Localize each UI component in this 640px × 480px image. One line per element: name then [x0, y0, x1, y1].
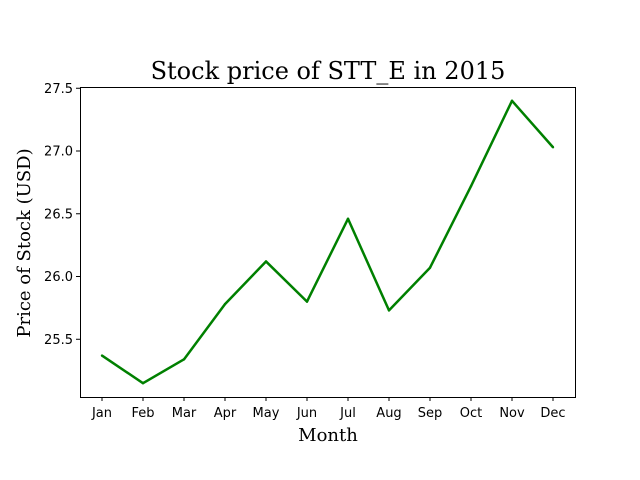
x-axis: Jan Feb Mar Apr May Jun Jul Aug Sep Oct Nov Dec — [91, 397, 566, 421]
series-line — [101, 99, 554, 385]
y-tick-label: 26.5 — [44, 207, 73, 222]
x-tick-label: Sep — [418, 406, 443, 421]
x-axis-label: Month — [298, 425, 358, 446]
data-point — [469, 184, 473, 188]
plot-area — [80, 87, 576, 398]
x-tick-label: Nov — [499, 406, 525, 421]
x-tick-label: Oct — [460, 406, 482, 421]
y-tick-label: 26.0 — [44, 270, 73, 285]
data-point — [387, 309, 391, 312]
x-tick-label: Feb — [131, 406, 154, 421]
data-point — [264, 260, 268, 263]
x-tick-label: Jul — [339, 406, 356, 421]
x-tick-label: May — [253, 406, 280, 421]
y-axis: 25.5 26.0 26.5 27.0 27.5 — [44, 82, 80, 348]
data-point — [182, 358, 186, 361]
x-tick-label: Jan — [91, 406, 112, 421]
data-point — [305, 300, 309, 303]
data-point — [510, 99, 514, 103]
data-point — [223, 302, 227, 306]
y-tick-label: 27.0 — [44, 145, 73, 160]
data-point — [100, 354, 104, 357]
x-tick-label: Apr — [214, 406, 237, 421]
x-tick-label: Aug — [376, 406, 401, 421]
y-axis-label: Price of Stock (USD) — [14, 148, 35, 337]
x-tick-label: Dec — [540, 406, 565, 421]
x-tick-label: Mar — [172, 406, 197, 421]
data-point — [428, 266, 432, 269]
data-point — [346, 217, 350, 220]
x-tick-label: Jun — [296, 406, 317, 421]
y-tick-label: 25.5 — [44, 333, 73, 348]
series-layer — [100, 99, 555, 385]
y-tick-label: 27.5 — [44, 82, 73, 97]
chart-title: Stock price of STT_E in 2015 — [151, 57, 506, 85]
data-point — [551, 146, 555, 149]
data-point — [141, 381, 145, 385]
